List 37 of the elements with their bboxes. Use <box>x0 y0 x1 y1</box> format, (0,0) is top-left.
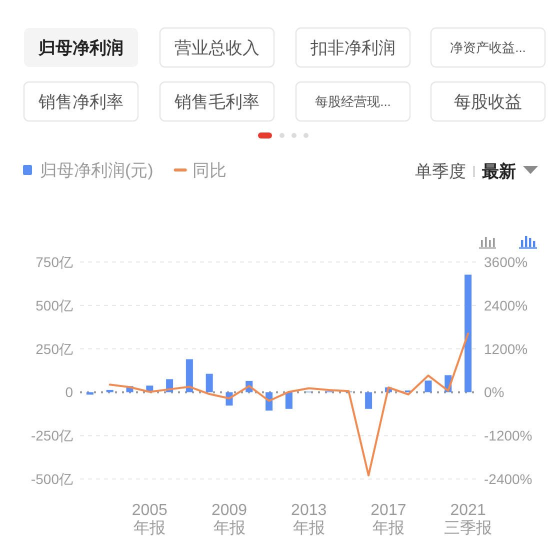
text: 销售净利率 <box>38 92 124 112</box>
bar <box>464 274 472 392</box>
y2-tick-label: 3600% <box>484 254 528 270</box>
text: 归母净利润 <box>38 38 124 58</box>
y-tick-label: 250亿 <box>36 340 73 357</box>
x-tick-label: 2005 年报 <box>132 502 168 537</box>
text: 净资产收益... <box>450 40 526 56</box>
bar <box>206 374 213 392</box>
text: 每股收益 <box>454 92 522 112</box>
text: 最新 <box>481 162 516 181</box>
y2-tick-label: 1200% <box>484 340 528 357</box>
y2-tick-label: 2400% <box>484 297 528 314</box>
x-tick-label: 2021 三季报 <box>444 502 492 537</box>
legend-label: 归母净利润(元) <box>40 161 154 180</box>
y-tick-label: -250亿 <box>30 428 73 444</box>
bar <box>285 392 292 409</box>
text: 每股经营现... <box>315 94 391 110</box>
y-tick-label: 750亿 <box>36 254 73 270</box>
y2-tick-label: -1200% <box>484 428 532 444</box>
y-tick-label: 0 <box>65 384 74 400</box>
x-tick-label: 2009 年报 <box>211 502 248 537</box>
x-tick-label: 2013 年报 <box>291 502 327 537</box>
text: 营业总收入 <box>174 38 260 58</box>
legend-label: 同比 <box>192 161 226 180</box>
bar <box>365 392 372 409</box>
y-tick-label: 500亿 <box>36 297 73 314</box>
y-tick-label: -500亿 <box>30 471 73 487</box>
bar <box>424 380 432 392</box>
y2-tick-label: -2400% <box>484 471 532 487</box>
text: 销售毛利率 <box>174 92 260 112</box>
y2-tick-label: 0% <box>484 384 504 400</box>
line-series <box>108 332 470 476</box>
text: 单季度 <box>415 162 466 181</box>
text: 扣非净利润 <box>310 38 396 58</box>
x-tick-label: 2017 年报 <box>370 502 406 537</box>
bar <box>186 359 193 392</box>
bar <box>86 392 94 395</box>
